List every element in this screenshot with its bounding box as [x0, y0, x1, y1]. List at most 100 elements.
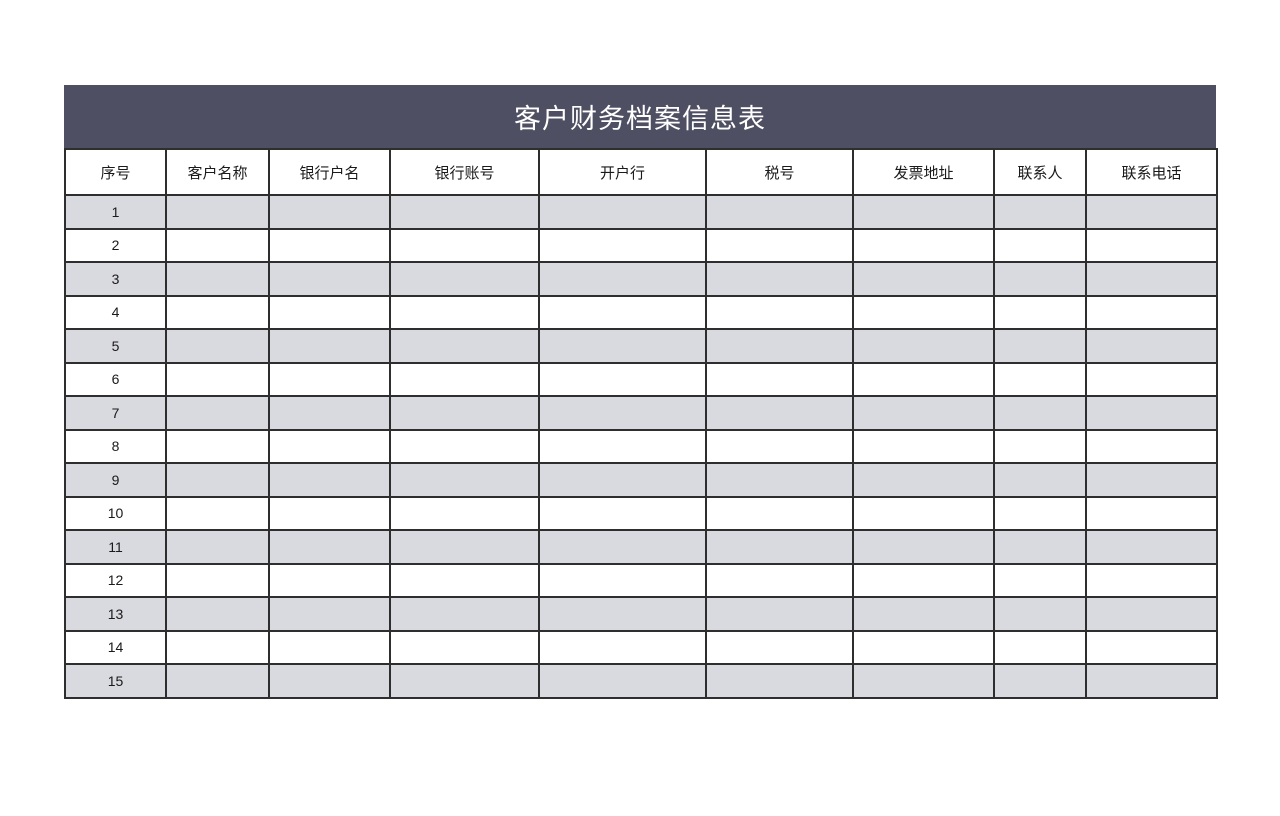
table-cell-opening-bank[interactable]: [538, 562, 707, 598]
table-cell-contact-person[interactable]: [993, 261, 1087, 297]
table-cell-opening-bank[interactable]: [538, 629, 707, 665]
table-cell-contact-phone[interactable]: [1085, 562, 1218, 598]
table-cell-invoice-address[interactable]: [852, 462, 995, 498]
table-cell-customer-name[interactable]: [165, 562, 270, 598]
table-cell-contact-phone[interactable]: [1085, 663, 1218, 699]
table-cell-tax-id[interactable]: [705, 596, 854, 632]
table-cell-opening-bank[interactable]: [538, 328, 707, 364]
table-cell-tax-id[interactable]: [705, 328, 854, 364]
table-cell-customer-name[interactable]: [165, 529, 270, 565]
table-cell-invoice-address[interactable]: [852, 629, 995, 665]
table-cell-contact-phone[interactable]: [1085, 462, 1218, 498]
table-cell-customer-name[interactable]: [165, 596, 270, 632]
table-cell-bank-account-number[interactable]: [389, 629, 540, 665]
table-cell-opening-bank[interactable]: [538, 462, 707, 498]
table-cell-customer-name[interactable]: [165, 629, 270, 665]
table-cell-bank-account-number[interactable]: [389, 462, 540, 498]
table-cell-contact-phone[interactable]: [1085, 629, 1218, 665]
table-cell-bank-account-number[interactable]: [389, 596, 540, 632]
table-cell-bank-account-number[interactable]: [389, 294, 540, 330]
table-cell-customer-name[interactable]: [165, 227, 270, 263]
table-cell-invoice-address[interactable]: [852, 428, 995, 464]
table-cell-customer-name[interactable]: [165, 663, 270, 699]
table-cell-invoice-address[interactable]: [852, 529, 995, 565]
table-cell-tax-id[interactable]: [705, 227, 854, 263]
table-cell-customer-name[interactable]: [165, 495, 270, 531]
table-cell-invoice-address[interactable]: [852, 395, 995, 431]
table-cell-tax-id[interactable]: [705, 428, 854, 464]
table-cell-tax-id[interactable]: [705, 495, 854, 531]
table-cell-opening-bank[interactable]: [538, 294, 707, 330]
table-cell-bank-account-number[interactable]: [389, 395, 540, 431]
table-cell-invoice-address[interactable]: [852, 194, 995, 230]
table-cell-invoice-address[interactable]: [852, 361, 995, 397]
table-cell-tax-id[interactable]: [705, 663, 854, 699]
table-cell-tax-id[interactable]: [705, 395, 854, 431]
table-cell-bank-account-number[interactable]: [389, 562, 540, 598]
table-cell-opening-bank[interactable]: [538, 529, 707, 565]
table-cell-invoice-address[interactable]: [852, 261, 995, 297]
table-cell-customer-name[interactable]: [165, 395, 270, 431]
table-cell-customer-name[interactable]: [165, 462, 270, 498]
table-cell-invoice-address[interactable]: [852, 495, 995, 531]
table-cell-invoice-address[interactable]: [852, 227, 995, 263]
table-cell-contact-person[interactable]: [993, 529, 1087, 565]
table-cell-contact-person[interactable]: [993, 562, 1087, 598]
table-cell-customer-name[interactable]: [165, 194, 270, 230]
table-cell-contact-person[interactable]: [993, 395, 1087, 431]
table-cell-customer-name[interactable]: [165, 428, 270, 464]
table-cell-opening-bank[interactable]: [538, 395, 707, 431]
table-cell-contact-person[interactable]: [993, 328, 1087, 364]
table-cell-contact-person[interactable]: [993, 294, 1087, 330]
table-cell-customer-name[interactable]: [165, 294, 270, 330]
table-cell-bank-account-name[interactable]: [268, 596, 391, 632]
table-cell-bank-account-number[interactable]: [389, 361, 540, 397]
table-cell-contact-phone[interactable]: [1085, 428, 1218, 464]
table-cell-contact-phone[interactable]: [1085, 395, 1218, 431]
table-cell-bank-account-name[interactable]: [268, 428, 391, 464]
table-cell-tax-id[interactable]: [705, 529, 854, 565]
table-cell-bank-account-number[interactable]: [389, 227, 540, 263]
table-cell-bank-account-name[interactable]: [268, 629, 391, 665]
table-cell-tax-id[interactable]: [705, 361, 854, 397]
table-cell-bank-account-name[interactable]: [268, 227, 391, 263]
table-cell-opening-bank[interactable]: [538, 495, 707, 531]
table-cell-bank-account-name[interactable]: [268, 663, 391, 699]
table-cell-bank-account-number[interactable]: [389, 328, 540, 364]
table-cell-invoice-address[interactable]: [852, 328, 995, 364]
table-cell-contact-phone[interactable]: [1085, 227, 1218, 263]
table-cell-invoice-address[interactable]: [852, 663, 995, 699]
table-cell-contact-person[interactable]: [993, 629, 1087, 665]
table-cell-contact-person[interactable]: [993, 495, 1087, 531]
table-cell-customer-name[interactable]: [165, 328, 270, 364]
table-cell-contact-phone[interactable]: [1085, 529, 1218, 565]
table-cell-opening-bank[interactable]: [538, 194, 707, 230]
table-cell-bank-account-number[interactable]: [389, 663, 540, 699]
table-cell-tax-id[interactable]: [705, 462, 854, 498]
table-cell-contact-person[interactable]: [993, 462, 1087, 498]
table-cell-opening-bank[interactable]: [538, 428, 707, 464]
table-cell-bank-account-name[interactable]: [268, 495, 391, 531]
table-cell-bank-account-name[interactable]: [268, 194, 391, 230]
table-cell-bank-account-name[interactable]: [268, 529, 391, 565]
table-cell-contact-person[interactable]: [993, 194, 1087, 230]
table-cell-bank-account-name[interactable]: [268, 462, 391, 498]
table-cell-tax-id[interactable]: [705, 562, 854, 598]
table-cell-customer-name[interactable]: [165, 361, 270, 397]
table-cell-opening-bank[interactable]: [538, 663, 707, 699]
table-cell-contact-person[interactable]: [993, 663, 1087, 699]
table-cell-bank-account-name[interactable]: [268, 395, 391, 431]
table-cell-contact-person[interactable]: [993, 596, 1087, 632]
table-cell-tax-id[interactable]: [705, 261, 854, 297]
table-cell-contact-phone[interactable]: [1085, 261, 1218, 297]
table-cell-opening-bank[interactable]: [538, 261, 707, 297]
table-cell-bank-account-name[interactable]: [268, 361, 391, 397]
table-cell-invoice-address[interactable]: [852, 294, 995, 330]
table-cell-bank-account-name[interactable]: [268, 261, 391, 297]
table-cell-contact-person[interactable]: [993, 361, 1087, 397]
table-cell-bank-account-number[interactable]: [389, 529, 540, 565]
table-cell-contact-person[interactable]: [993, 227, 1087, 263]
table-cell-bank-account-number[interactable]: [389, 261, 540, 297]
table-cell-opening-bank[interactable]: [538, 227, 707, 263]
table-cell-bank-account-number[interactable]: [389, 194, 540, 230]
